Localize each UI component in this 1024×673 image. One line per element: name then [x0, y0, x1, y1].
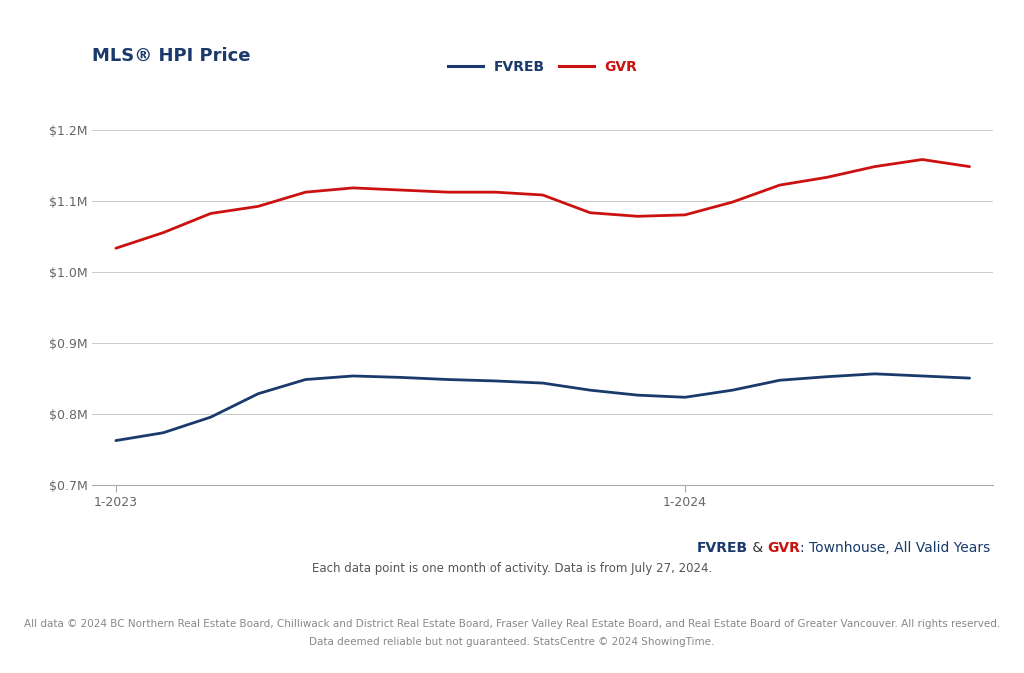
Text: FVREB: FVREB — [696, 541, 748, 555]
Text: : Townhouse, All Valid Years: : Townhouse, All Valid Years — [800, 541, 990, 555]
Text: All data © 2024 BC Northern Real Estate Board, Chilliwack and District Real Esta: All data © 2024 BC Northern Real Estate … — [24, 619, 1000, 629]
Text: MLS® HPI Price: MLS® HPI Price — [92, 47, 251, 65]
Text: Each data point is one month of activity. Data is from July 27, 2024.: Each data point is one month of activity… — [312, 563, 712, 575]
Text: &: & — [748, 541, 767, 555]
Legend: FVREB, GVR: FVREB, GVR — [442, 55, 643, 79]
Text: GVR: GVR — [767, 541, 800, 555]
Text: Data deemed reliable but not guaranteed. StatsCentre © 2024 ShowingTime.: Data deemed reliable but not guaranteed.… — [309, 637, 715, 647]
